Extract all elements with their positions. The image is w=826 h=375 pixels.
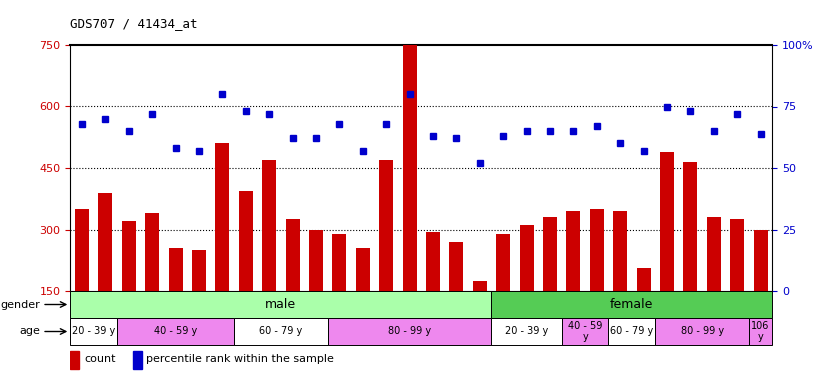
Bar (262, 160, 276, 291)
Bar (145, 213, 159, 291)
Bar (192, 250, 206, 291)
Bar (496, 234, 510, 291)
Bar (75, 209, 89, 291)
Text: 80 - 99 y: 80 - 99 y (681, 327, 724, 336)
Bar (379, 160, 393, 291)
Bar (134, 351, 142, 369)
Text: female: female (610, 298, 653, 311)
Bar (286, 219, 300, 291)
Bar (309, 230, 323, 291)
Bar (70, 318, 117, 345)
Bar (234, 318, 328, 345)
Bar (98, 193, 112, 291)
Bar (472, 281, 487, 291)
Bar (655, 318, 749, 345)
Bar (660, 152, 674, 291)
Text: percentile rank within the sample: percentile rank within the sample (145, 354, 334, 364)
Bar (707, 217, 721, 291)
Text: 40 - 59
y: 40 - 59 y (568, 321, 602, 342)
Bar (169, 248, 183, 291)
Bar (70, 291, 491, 318)
Bar (402, 45, 416, 291)
Bar (753, 230, 767, 291)
Bar (449, 242, 463, 291)
Text: 80 - 99 y: 80 - 99 y (388, 327, 431, 336)
Bar (683, 162, 697, 291)
Bar (491, 291, 772, 318)
Text: 40 - 59 y: 40 - 59 y (154, 327, 197, 336)
Bar (70, 351, 79, 369)
Bar (543, 217, 557, 291)
Bar (637, 268, 651, 291)
Text: GDS707 / 41434_at: GDS707 / 41434_at (70, 17, 197, 30)
Text: 20 - 39 y: 20 - 39 y (72, 327, 116, 336)
Bar (613, 211, 627, 291)
Text: gender: gender (0, 300, 40, 309)
Bar (216, 143, 230, 291)
Bar (730, 219, 744, 291)
Text: 60 - 79 y: 60 - 79 y (259, 327, 302, 336)
Bar (426, 231, 440, 291)
Bar (121, 221, 135, 291)
Bar (491, 318, 562, 345)
Bar (749, 318, 772, 345)
Bar (328, 318, 491, 345)
Bar (562, 318, 609, 345)
Bar (590, 209, 604, 291)
Text: 106
y: 106 y (752, 321, 770, 342)
Bar (567, 211, 581, 291)
Bar (609, 318, 655, 345)
Text: 60 - 79 y: 60 - 79 y (610, 327, 653, 336)
Bar (117, 318, 234, 345)
Bar (239, 190, 253, 291)
Text: count: count (84, 354, 116, 364)
Bar (332, 234, 346, 291)
Bar (356, 248, 370, 291)
Text: age: age (19, 327, 40, 336)
Bar (520, 225, 534, 291)
Text: male: male (265, 298, 297, 311)
Text: 20 - 39 y: 20 - 39 y (505, 327, 548, 336)
